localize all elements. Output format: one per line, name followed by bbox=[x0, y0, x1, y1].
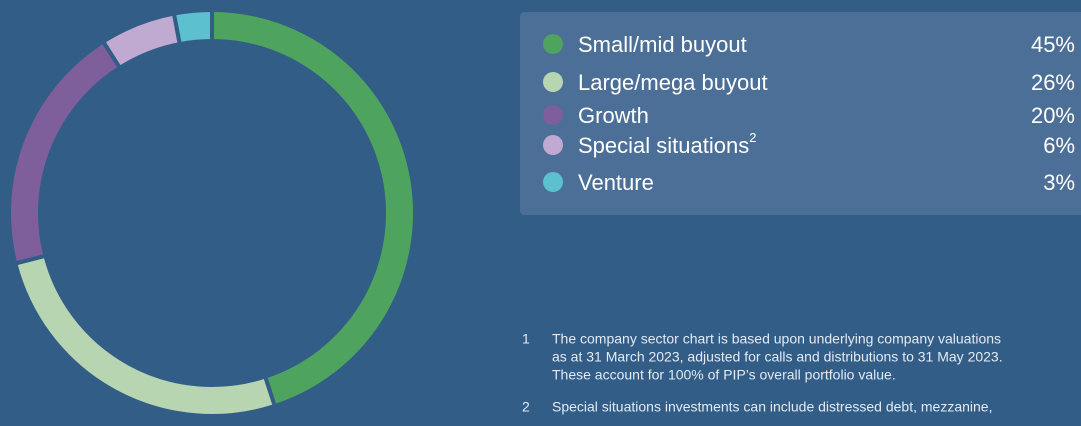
footnote-line: Special situations investments can inclu… bbox=[552, 399, 992, 415]
footnote-line: The company sector chart is based upon u… bbox=[552, 331, 1001, 347]
footnote-number: 2 bbox=[522, 399, 530, 415]
legend-label-text: Special situations bbox=[578, 133, 749, 158]
legend-value: 6% bbox=[1043, 133, 1075, 158]
footnote-line: as at 31 March 2023, adjusted for calls … bbox=[552, 349, 1003, 365]
donut-segment bbox=[12, 253, 278, 418]
donut-segment bbox=[210, 7, 417, 409]
legend-label-text: Growth bbox=[578, 103, 649, 128]
legend-note: 2 bbox=[749, 130, 756, 145]
legend-label: Special situations2 bbox=[578, 130, 756, 157]
legend-label: Large/mega buyout bbox=[578, 70, 768, 95]
legend-label: Venture bbox=[578, 170, 654, 195]
footnote-line: These account for 100% of PIP’s overall … bbox=[552, 367, 896, 383]
donut-segment bbox=[7, 38, 123, 266]
legend-label-text: Small/mid buyout bbox=[578, 32, 747, 57]
legend-value: 3% bbox=[1043, 170, 1075, 195]
legend-value: 45% bbox=[1031, 32, 1075, 57]
donut-segment bbox=[171, 7, 214, 47]
legend-swatch bbox=[543, 135, 563, 155]
legend-label: Small/mid buyout bbox=[578, 32, 747, 57]
legend-swatch bbox=[543, 105, 563, 125]
legend-label: Growth bbox=[578, 103, 649, 128]
legend-swatch bbox=[543, 34, 563, 54]
legend-box bbox=[520, 12, 1081, 215]
legend-label-text: Large/mega buyout bbox=[578, 70, 768, 95]
legend-swatch bbox=[543, 172, 563, 192]
donut-segment bbox=[100, 11, 183, 71]
legend-label-text: Venture bbox=[578, 170, 654, 195]
legend-value: 26% bbox=[1031, 70, 1075, 95]
footnote-number: 1 bbox=[522, 331, 530, 347]
legend-swatch bbox=[543, 72, 563, 92]
legend-value: 20% bbox=[1031, 103, 1075, 128]
